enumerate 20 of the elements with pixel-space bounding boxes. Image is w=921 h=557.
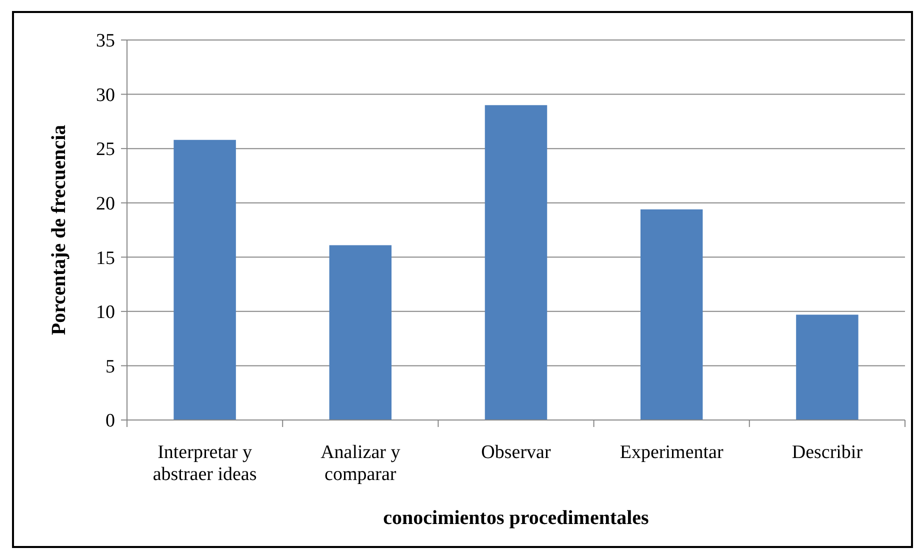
y-tick-label: 10 [96,302,115,324]
x-tick-label: Analizar y comparar [320,442,401,485]
bar [484,105,548,420]
y-tick-label: 25 [96,139,115,160]
x-tick-label: Experimentar [620,442,724,463]
y-tick-label: 0 [106,410,115,432]
y-tick-label: 20 [96,194,115,215]
y-tick-label: 5 [106,356,115,378]
bar [640,209,703,420]
x-tick-label: Describir [792,442,864,463]
bar [174,140,236,420]
y-tick-label: 30 [96,84,115,106]
x-tick-label: Interpretar y abstraer ideas [152,442,257,485]
y-axis-title: Porcentaje de frecuencia [48,124,70,336]
x-axis-title: conocimientos procedimentales [383,507,650,529]
y-tick-label: 35 [96,30,115,52]
bar [796,314,858,420]
bar [329,245,392,420]
y-tick-label: 15 [96,248,115,269]
x-tick-label: Observar [481,442,552,463]
